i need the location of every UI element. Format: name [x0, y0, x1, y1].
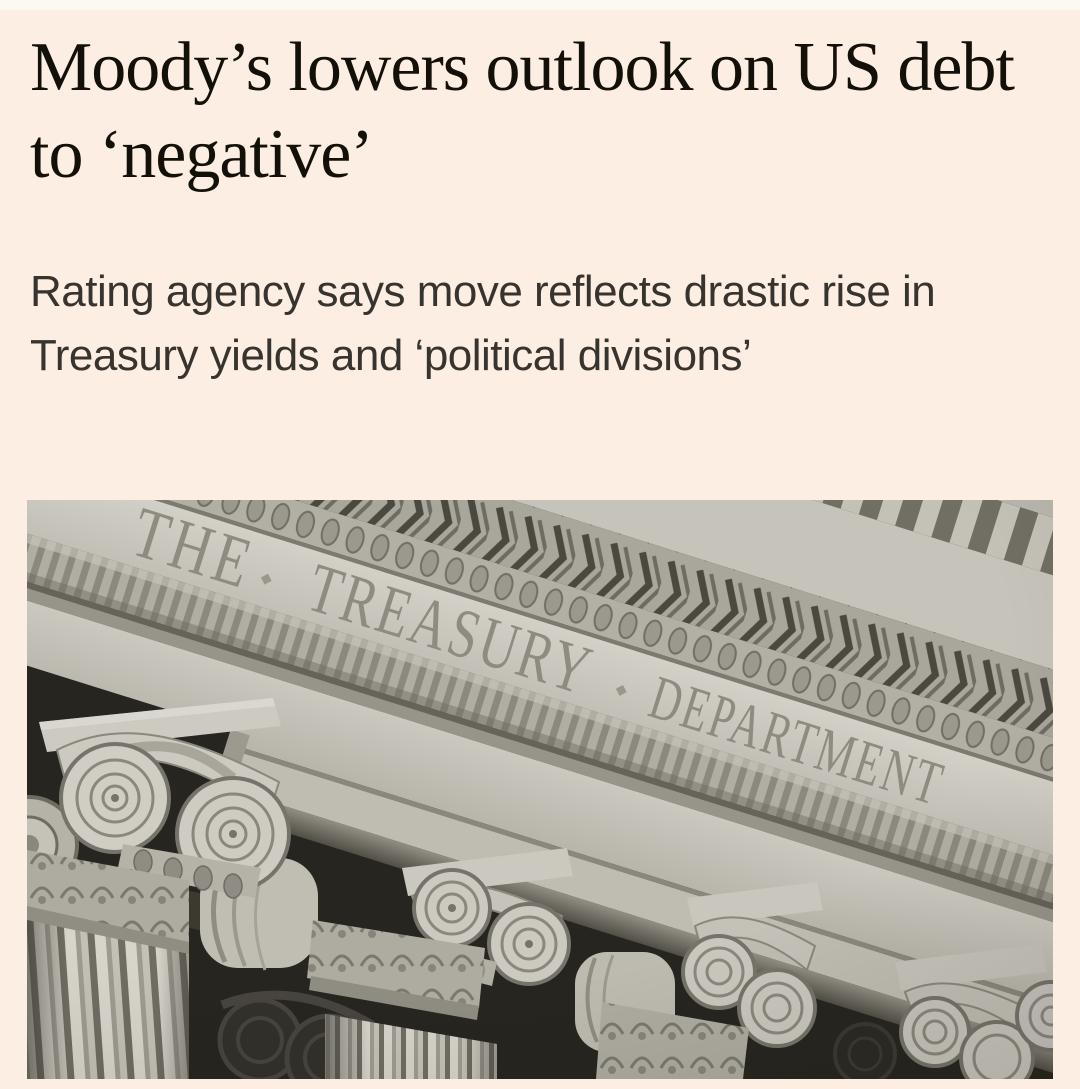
treasury-building-photo: THE TREASURY DEPARTMENT	[27, 500, 1053, 1079]
headline-line-1: Moody’s lowers outlook on US debt	[30, 29, 1015, 106]
treasury-building-illustration: THE TREASURY DEPARTMENT	[27, 500, 1053, 1079]
photo-vignette	[27, 500, 1053, 1079]
article-headline: Moody’s lowers outlook on US debt to ‘ne…	[30, 24, 1040, 198]
standfirst-line-2: Treasury yields and ‘political divisions…	[30, 331, 752, 380]
standfirst-line-1: Rating agency says move reflects drastic…	[30, 267, 936, 316]
top-divider-strip	[0, 0, 1080, 10]
headline-line-2: to ‘negative’	[30, 116, 374, 193]
article-standfirst: Rating agency says move reflects drastic…	[30, 260, 1040, 388]
